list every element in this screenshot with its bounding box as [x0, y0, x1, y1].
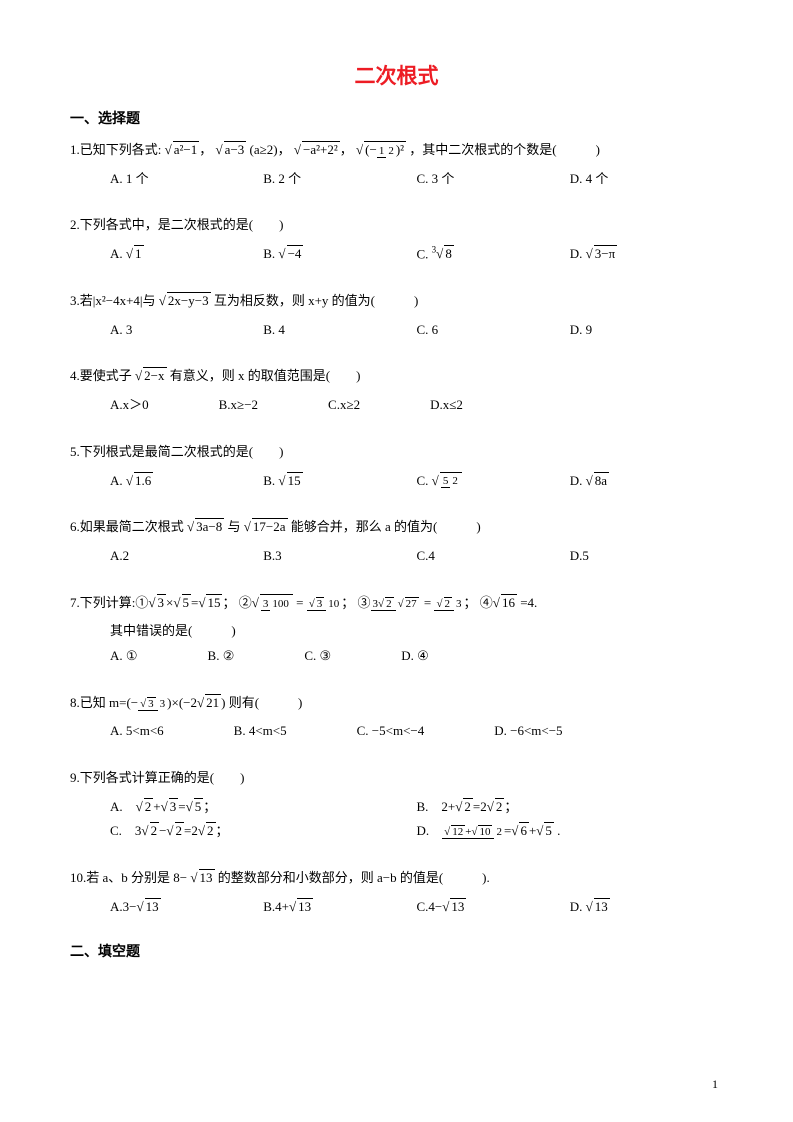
- page-number: 1: [712, 1077, 718, 1092]
- q1-opt-c: C. 3 个: [417, 167, 570, 192]
- question-2: 2.下列各式中，是二次根式的是( ) A. 1 B. −4 C. 38 D. 3…: [70, 213, 723, 267]
- q1-opt-a: A. 1 个: [110, 167, 263, 192]
- q1-expr1: a²−1: [165, 142, 200, 157]
- q4-text-post: 有意义，则 x 的取值范围是( ): [170, 368, 361, 383]
- q6-mid: 与: [228, 519, 244, 534]
- q2-opt-c: C. 38: [417, 242, 570, 267]
- q4-opt-d: D.x≤2: [430, 393, 463, 418]
- q5-opt-c: C. 52: [417, 469, 570, 494]
- q6-expr1: 3a−8: [187, 519, 224, 534]
- q1-opt-d: D. 4 个: [570, 167, 723, 192]
- q1-cond: (a≥2)，: [250, 142, 291, 157]
- q6-opt-c: C.4: [417, 544, 570, 569]
- q4-expr: 2−x: [135, 368, 166, 383]
- question-1: 1.已知下列各式: a²−1， a−3 (a≥2)， −a²+2²， (−12)…: [70, 138, 723, 191]
- q7-text: 7.下列计算:①3×5=15； ②3100 = 310； ③3227 = 23；…: [70, 591, 723, 616]
- q1-expr3: −a²+2²: [294, 142, 340, 157]
- q3-expr: 2x−y−3: [159, 293, 211, 308]
- q8-text: 8.已知 m=(−33)×(−221) 则有( ): [70, 691, 723, 716]
- q5-opt-b: B. 15: [263, 469, 416, 494]
- q6-expr2: 17−2a: [244, 519, 288, 534]
- q1-text-pre: 1.已知下列各式:: [70, 142, 161, 157]
- q9-opt-b: B. 2+2=22；: [417, 795, 724, 820]
- q1-expr4: (−12)²: [356, 142, 406, 157]
- q10-text-post: 的整数部分和小数部分，则 a−b 的值是( ).: [218, 870, 490, 885]
- q8-opt-c: C. −5<m<−4: [357, 719, 425, 744]
- q8-opt-d: D. −6<m<−5: [494, 719, 562, 744]
- question-7: 7.下列计算:①3×5=15； ②3100 = 310； ③3227 = 23；…: [70, 591, 723, 669]
- q9-opt-c: C. 32−2=22；: [110, 819, 417, 844]
- q3-text-post: 互为相反数，则 x+y 的值为( ): [214, 293, 419, 308]
- q2-opt-d: D. 3−π: [570, 242, 723, 267]
- q6-opt-d: D.5: [570, 544, 723, 569]
- q3-opt-a: A. 3: [110, 318, 263, 343]
- q2-opt-b: B. −4: [263, 242, 416, 267]
- q7-opt-b: B. ②: [208, 644, 235, 669]
- q4-opt-c: C.x≥2: [328, 393, 360, 418]
- q1-expr2: a−3: [216, 142, 247, 157]
- q9-opt-d: D. 12+102=6+5 .: [417, 819, 724, 844]
- q9-text: 9.下列各式计算正确的是( ): [70, 766, 723, 791]
- question-6: 6.如果最简二次根式 3a−8 与 17−2a 能够合并，那么 a 的值为( )…: [70, 515, 723, 568]
- q4-opt-b: B.x≥−2: [219, 393, 258, 418]
- q10-opt-a: A.3−13: [110, 895, 263, 920]
- q10-text-pre: 10.若 a、b 分别是 8−: [70, 870, 187, 885]
- section-1-header: 一、选择题: [70, 108, 723, 128]
- q3-opt-c: C. 6: [417, 318, 570, 343]
- q6-opt-a: A.2: [110, 544, 263, 569]
- q10-opt-b: B.4+13: [263, 895, 416, 920]
- q10-opt-d: D. 13: [570, 895, 723, 920]
- q6-text-post: 能够合并，那么 a 的值为( ): [291, 519, 481, 534]
- q4-opt-a: A.x＞0: [110, 393, 149, 418]
- question-10: 10.若 a、b 分别是 8− 13 的整数部分和小数部分，则 a−b 的值是(…: [70, 866, 723, 919]
- q7-opt-d: D. ④: [401, 644, 429, 669]
- section-2-header: 二、填空题: [70, 941, 723, 961]
- q5-text: 5.下列根式是最简二次根式的是( ): [70, 440, 723, 465]
- question-3: 3.若|x²−4x+4|与 2x−y−3 互为相反数，则 x+y 的值为( ) …: [70, 289, 723, 342]
- q4-text-pre: 4.要使式子: [70, 368, 132, 383]
- q1-opt-b: B. 2 个: [263, 167, 416, 192]
- document-title: 二次根式: [70, 60, 723, 90]
- q6-opt-b: B.3: [263, 544, 416, 569]
- q9-opt-a: A. 2+3=5；: [110, 795, 417, 820]
- question-8: 8.已知 m=(−33)×(−221) 则有( ) A. 5<m<6 B. 4<…: [70, 691, 723, 744]
- q8-opt-b: B. 4<m<5: [234, 719, 287, 744]
- q10-opt-c: C.4−13: [417, 895, 570, 920]
- q5-opt-a: A. 1.6: [110, 469, 263, 494]
- q3-text-pre: 3.若|x²−4x+4|与: [70, 293, 156, 308]
- q1-text-post: ，其中二次根式的个数是( ): [409, 142, 600, 157]
- q2-opt-a: A. 1: [110, 242, 263, 267]
- q3-opt-b: B. 4: [263, 318, 416, 343]
- question-9: 9.下列各式计算正确的是( ) A. 2+3=5； B. 2+2=22； C. …: [70, 766, 723, 844]
- q7-mid: 其中错误的是( ): [70, 619, 723, 644]
- q8-opt-a: A. 5<m<6: [110, 719, 164, 744]
- q2-text: 2.下列各式中，是二次根式的是( ): [70, 213, 723, 238]
- q10-expr: 13: [190, 870, 214, 885]
- q7-opt-a: A. ①: [110, 644, 138, 669]
- q6-text-pre: 6.如果最简二次根式: [70, 519, 187, 534]
- q3-opt-d: D. 9: [570, 318, 723, 343]
- question-5: 5.下列根式是最简二次根式的是( ) A. 1.6 B. 15 C. 52 D.…: [70, 440, 723, 493]
- question-4: 4.要使式子 2−x 有意义，则 x 的取值范围是( ) A.x＞0 B.x≥−…: [70, 364, 723, 417]
- q5-opt-d: D. 8a: [570, 469, 723, 494]
- q7-opt-c: C. ③: [304, 644, 331, 669]
